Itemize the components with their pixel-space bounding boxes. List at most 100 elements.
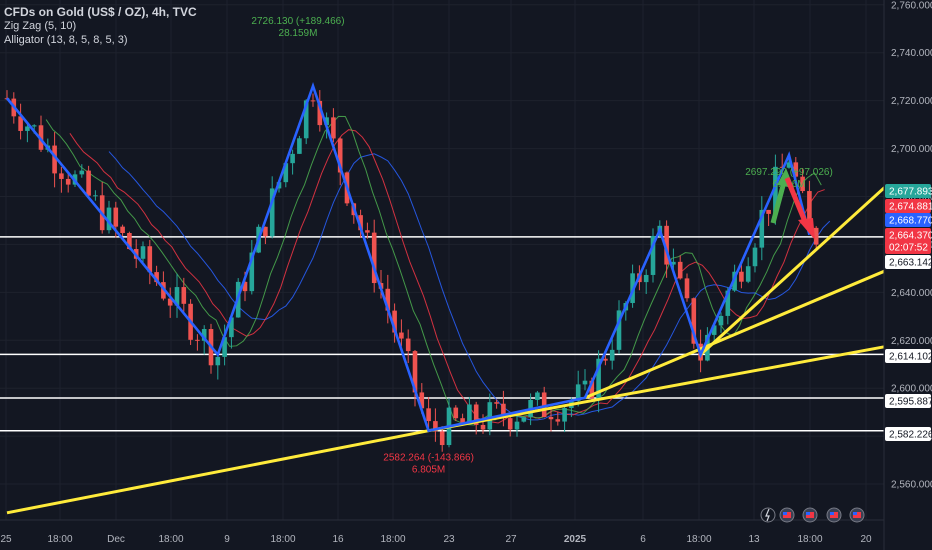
candle-body-116 [793, 162, 799, 177]
price-label-3: 2,620.000 [891, 336, 932, 347]
candle-body-82 [562, 408, 567, 422]
price-tags: 2,677.893 2,674.881 2,668.770 2,664.37002:0… [885, 184, 932, 441]
candle-body-16 [113, 207, 119, 227]
price-tag-bg-2 [885, 213, 931, 227]
price-tag-label-3: 2,664.370 [889, 231, 932, 242]
candle-body-88 [603, 358, 608, 361]
price-tag-label-7: 2,595.887 [889, 397, 932, 408]
price-tag-bg-5 [885, 255, 931, 269]
time-label-9: 27 [505, 534, 517, 545]
candle-body-22 [154, 272, 159, 283]
price-axis[interactable]: 2,560.0002,580.0002,600.0002,620.0002,64… [883, 0, 932, 550]
candle-body-3 [25, 126, 30, 131]
candle-body-85 [582, 380, 588, 385]
time-label-0: 25 [0, 534, 12, 545]
candle-body-26 [181, 287, 187, 304]
candle-body-73 [501, 403, 506, 419]
zigzag-line [5, 81, 811, 433]
candle-body-95 [650, 235, 656, 275]
time-label-12: 18:00 [686, 534, 711, 545]
candle-body-28 [195, 339, 200, 341]
candle-body-36 [249, 252, 255, 292]
time-label-13: 13 [748, 534, 760, 545]
candle-body-76 [521, 417, 527, 422]
candle-body-4 [31, 125, 37, 127]
candle-body-18 [127, 232, 132, 250]
arrow-down-icon [784, 177, 815, 240]
time-label-6: 16 [332, 534, 344, 545]
time-label-3: 18:00 [158, 534, 183, 545]
candle-body-53 [365, 230, 370, 233]
candle-body-7 [52, 145, 57, 174]
candle-body-41 [283, 163, 289, 183]
candle-body-98 [671, 261, 676, 265]
price-tag-bg-7 [885, 394, 931, 408]
price-tag-bg-0 [885, 184, 931, 198]
alligator-line-2 [45, 115, 822, 426]
candle-body-71 [487, 402, 493, 430]
candle-body-32 [222, 337, 227, 357]
trendline-0 [6, 429, 429, 515]
candle-body-38 [263, 226, 268, 237]
candle-body-72 [494, 402, 499, 404]
candle-body-15 [106, 207, 112, 231]
candle-body-63 [433, 421, 438, 432]
candle-body-66 [453, 407, 459, 419]
candle-body-33 [229, 317, 234, 338]
candle-body-45 [310, 100, 316, 102]
price-tag-label-2: 2,668.770 [889, 216, 932, 227]
candle-body-31 [215, 356, 221, 366]
candle-body-57 [392, 310, 397, 333]
time-label-15: 20 [860, 534, 872, 545]
candle-body-20 [140, 246, 146, 259]
candle-body-111 [759, 209, 765, 248]
pivot-annotation-volume-0: 28.159M [279, 28, 318, 39]
zigzag-indicator [5, 81, 811, 433]
candle-body-11 [79, 170, 85, 175]
price-tag-bg-4 [885, 240, 931, 254]
candle-body-62 [426, 408, 431, 422]
arrow-up-shaft [770, 181, 787, 224]
candle-body-80 [548, 416, 554, 420]
price-label-7: 2,700.000 [891, 144, 932, 155]
candle-body-81 [555, 419, 561, 422]
candle-body-87 [596, 358, 601, 399]
candle-body-21 [147, 246, 153, 273]
candle-body-84 [575, 384, 581, 401]
price-tag-bg-3 [885, 228, 931, 242]
pivot-annotation-0: 2726.130 (+189.466) [251, 16, 344, 27]
candle-body-119 [813, 227, 819, 245]
price-label-2: 2,600.000 [891, 384, 932, 395]
price-tag-label-8: 2,582.226 [889, 430, 932, 441]
candle-body-60 [412, 351, 418, 393]
candle-body-78 [535, 392, 540, 400]
projection-arrows [770, 168, 815, 240]
time-label-11: 6 [640, 534, 646, 545]
candle-body-29 [201, 329, 207, 341]
alligator-line-0 [108, 151, 831, 421]
symbol-title: CFDs on Gold (US$ / OZ), 4h, TVC [4, 5, 197, 19]
time-label-2: Dec [107, 534, 125, 545]
candle-body-68 [467, 404, 472, 423]
flag-event-icon-4 [849, 507, 865, 523]
candle-body-99 [677, 261, 683, 279]
candle-body-104 [711, 325, 717, 335]
candle-body-8 [59, 173, 64, 179]
candle-body-110 [752, 247, 758, 267]
candle-body-70 [480, 424, 486, 430]
price-label-0: 2,560.000 [891, 480, 932, 491]
chart-legend: CFDs on Gold (US$ / OZ), 4h, TVC Zig Zag… [4, 5, 197, 47]
candle-body-46 [317, 100, 323, 126]
price-tag-label-4: 02:07:52 [889, 243, 928, 254]
candle-body-100 [684, 278, 690, 299]
candle-body-49 [337, 138, 343, 173]
arrow-down-shaft [784, 177, 809, 225]
price-tag-label-5: 2,663.142 [889, 258, 932, 269]
indicator-alligator-label: Alligator (13, 8, 5, 8, 5, 3) [4, 34, 128, 46]
candle-body-64 [439, 431, 445, 446]
time-axis[interactable]: 25 18:00 Dec 18:00 9 18:00 16 18:00 23 27 2025 6 18:… [0, 519, 884, 545]
pivot-annotation-2: 2697.290 (+97.026) [745, 167, 833, 178]
flag-event-icon-2 [802, 507, 818, 523]
candle-body-86 [589, 380, 595, 399]
